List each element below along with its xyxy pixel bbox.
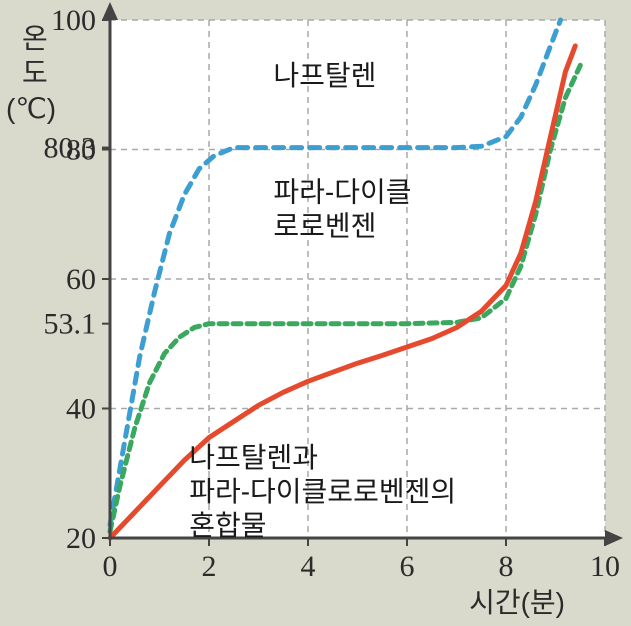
heating-curve-chart: 0246810시간(분)2040608010053.180.3온도(℃)나프탈렌…: [0, 0, 631, 626]
legend-mixture-3: 혼합물: [189, 510, 266, 541]
y-tick-label: 20: [66, 522, 96, 555]
x-tick-label: 0: [103, 550, 118, 583]
y-axis-unit: (℃): [6, 93, 56, 124]
legend-mixture-2: 파라-다이클로로벤젠의: [189, 476, 456, 507]
y-axis-label-top: 온: [22, 23, 48, 54]
legend-mixture-1: 나프탈렌과: [189, 442, 318, 473]
y-axis-label-bottom: 도: [22, 57, 48, 88]
x-axis-label: 시간(분): [469, 587, 565, 618]
y-tick-label: 40: [66, 393, 96, 426]
y-tick-label: 100: [51, 4, 96, 37]
y-extra-tick-label: 80.3: [44, 132, 97, 165]
x-tick-label: 8: [499, 550, 514, 583]
y-tick-label: 60: [66, 263, 96, 296]
legend-naphthalene: 나프탈렌: [273, 60, 376, 91]
legend-paradichlorobenzene-1: 파라-다이클: [273, 176, 411, 207]
x-tick-label: 10: [590, 550, 620, 583]
x-tick-label: 4: [301, 550, 316, 583]
x-tick-label: 2: [202, 550, 217, 583]
legend-paradichlorobenzene-2: 로로벤젠: [273, 210, 376, 241]
y-extra-tick-label: 53.1: [44, 308, 97, 341]
x-tick-label: 6: [400, 550, 415, 583]
